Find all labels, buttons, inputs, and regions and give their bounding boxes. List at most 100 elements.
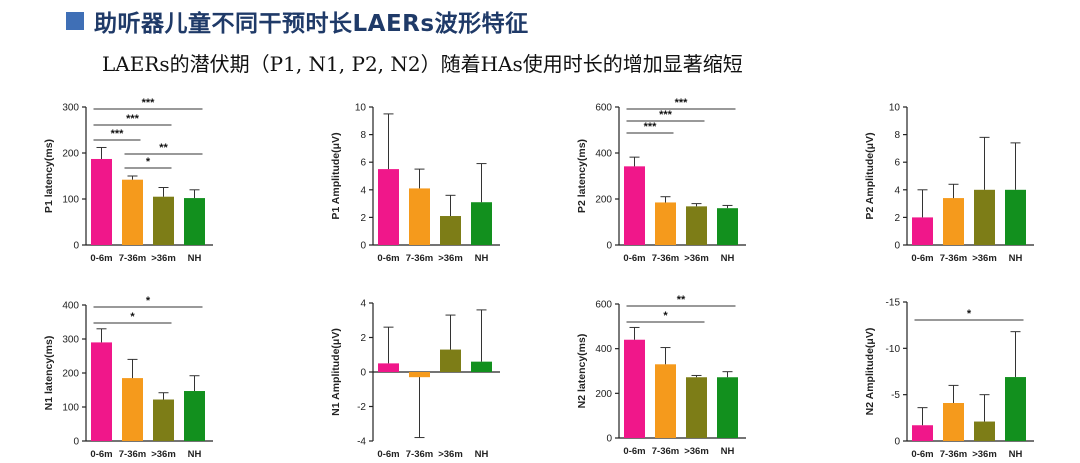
y-tick-label: 0 [73,241,79,252]
bar-1 [912,217,933,245]
x-tick-label: 7-36m [119,449,146,460]
x-tick-label: 7-36m [940,449,967,460]
significance-label: ** [159,142,168,154]
y-tick-label: 200 [595,195,612,206]
significance-label: * [663,310,668,322]
y-tick-label: 400 [595,344,612,355]
x-tick-label: 7-36m [119,253,146,264]
y-tick-label: 300 [62,103,79,114]
bar-2 [122,179,143,245]
bar-2 [409,372,430,378]
x-tick-label: 7-36m [406,253,433,264]
chart-p2-latency: 0 200 400 600 P2 latency(ms) 0-6m 7-36m >36m NH *… [576,97,746,264]
y-tick-label: 600 [595,300,612,311]
y-tick-label: 100 [62,403,79,414]
y-tick-label: 200 [595,389,612,400]
x-tick-label: NH [721,253,735,264]
chart-n1-amplitude: -4 -2 0 2 4 N1 Amplitude(μV) 0-6m 7-36m >36m NH [330,299,500,460]
chart-p1-amplitude: 0 2 4 6 8 10 P1 Amplitude(μV) 0-6m 7-36m >36m NH [330,103,500,264]
y-tick-label: 8 [360,130,366,141]
significance-label: *** [142,97,156,109]
bar-1 [912,425,933,441]
x-tick-label: NH [1009,449,1023,460]
bar-1 [378,169,399,245]
chart-p2-amplitude: 0 2 4 6 8 10 P2 Amplitude(μV) 0-6m 7-36m >36m NH [864,103,1034,264]
x-tick-label: 7-36m [940,253,967,264]
y-tick-label: 6 [894,158,900,169]
significance-label: *** [644,121,658,133]
x-tick-label: NH [1009,253,1023,264]
x-tick-label: >36m [151,449,176,460]
x-tick-label: >36m [151,253,176,264]
bar-1 [624,339,645,438]
x-tick-label: NH [188,253,202,264]
y-tick-label: 200 [62,369,79,380]
y-tick-label: 0 [73,437,79,448]
x-tick-label: NH [475,449,489,460]
y-axis-title: N2 Amplitude(μV) [864,328,876,416]
bar-3 [686,206,707,245]
bar-4 [471,361,492,372]
slide-title-bar: 助听器儿童不同干预时长LAERs波形特征 [66,6,529,37]
y-tick-label: 4 [360,299,366,310]
y-tick-label: 4 [360,185,366,196]
chart-p1-latency: 0 100 200 300 P1 latency(ms) 0-6m 7-36m >36m NH *… [43,97,213,264]
significance-label: ** [677,294,686,306]
bar-3 [974,189,995,245]
y-tick-label: 0 [606,241,612,252]
y-tick-label: 2 [894,213,900,224]
y-tick-label: 2 [360,333,366,344]
x-tick-label: 0-6m [90,253,112,264]
bar-3 [153,399,174,441]
x-tick-label: NH [188,449,202,460]
y-axis-title: N2 latency(ms) [576,334,588,409]
y-tick-label: 600 [595,103,612,114]
significance-label: * [146,295,151,307]
significance-label: *** [126,113,140,125]
bar-3 [974,421,995,441]
y-tick-label: 100 [62,195,79,206]
y-tick-label: 4 [894,185,900,196]
y-tick-label: 0 [606,434,612,445]
y-axis-title: N1 latency(ms) [43,336,55,411]
significance-label: * [146,156,151,168]
x-tick-label: >36m [684,446,709,457]
bar-2 [655,202,676,245]
slide-subtitle: LAERs的潜伏期（P1, N1, P2, N2）随着HAs使用时长的增加显著缩… [102,52,743,76]
y-tick-label: 0 [360,241,366,252]
bar-4 [1005,189,1026,245]
x-tick-label: >36m [972,253,997,264]
x-tick-label: 0-6m [623,253,645,264]
y-axis-title: P2 Amplitude(μV) [864,132,876,219]
bar-1 [91,342,112,441]
bar-3 [440,349,461,372]
bar-2 [655,364,676,438]
significance-label: *** [111,128,125,140]
x-tick-label: >36m [684,253,709,264]
bar-1 [378,363,399,372]
x-tick-label: 0-6m [377,449,399,460]
y-tick-label: 0 [360,368,366,379]
bar-2 [943,198,964,245]
y-tick-label: -10 [886,344,901,355]
bar-2 [122,378,143,441]
y-tick-label: -2 [357,402,366,413]
x-tick-label: 7-36m [652,446,679,457]
y-tick-label: 0 [894,241,900,252]
x-tick-label: 0-6m [911,253,933,264]
x-tick-label: 0-6m [911,449,933,460]
significance-label: * [967,308,972,320]
y-axis-title: N1 Amplitude(μV) [330,328,342,416]
y-tick-label: 400 [595,149,612,160]
bar-4 [184,198,205,245]
x-tick-label: 7-36m [652,253,679,264]
x-tick-label: >36m [438,253,463,264]
y-tick-label: 6 [360,158,366,169]
x-tick-label: 0-6m [90,449,112,460]
bar-1 [624,166,645,245]
significance-label: *** [659,109,673,121]
x-tick-label: NH [721,446,735,457]
bar-2 [409,188,430,245]
y-tick-label: 2 [360,213,366,224]
